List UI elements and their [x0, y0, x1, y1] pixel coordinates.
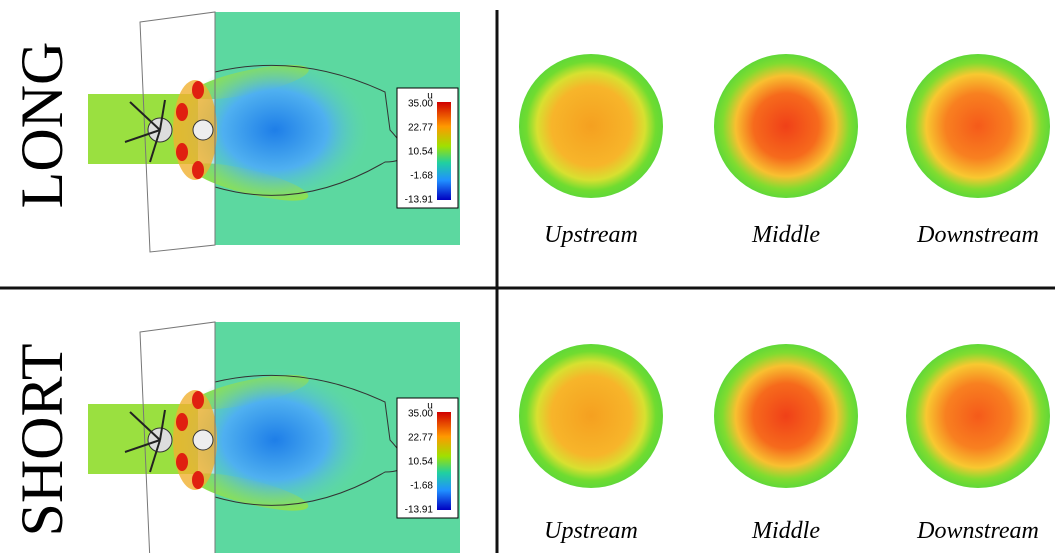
hub [193, 120, 213, 140]
section-caption: Middle [751, 518, 820, 544]
hub [193, 430, 213, 450]
colorbar-tick-label: 22.77 [408, 123, 433, 134]
figure: LONGu35.0022.7710.54-1.68-13.91UpstreamM… [0, 0, 1055, 553]
section-caption: Upstream [544, 518, 638, 544]
section-caption: Downstream [916, 518, 1039, 544]
row-label: SHORT [9, 343, 75, 536]
colorbar-scale [437, 412, 451, 510]
colorbar-tick-label: -13.91 [405, 505, 434, 516]
hot-spot [192, 391, 204, 409]
hot-spot [176, 413, 188, 431]
hot-spot [192, 161, 204, 179]
velocity-profile [906, 54, 1050, 198]
colorbar-tick-label: 22.77 [408, 433, 433, 444]
colorbar-tick-label: -1.68 [410, 171, 433, 182]
velocity-profile [519, 54, 663, 198]
colorbar-tick-label: 10.54 [408, 147, 433, 158]
colorbar-scale [437, 102, 451, 200]
section-caption: Upstream [544, 222, 638, 248]
velocity-profile [714, 54, 858, 198]
hot-spot [176, 453, 188, 471]
velocity-profile [714, 344, 858, 488]
colorbar-tick-label: 35.00 [408, 409, 433, 420]
hot-spot [176, 143, 188, 161]
colorbar-tick-label: 35.00 [408, 99, 433, 110]
velocity-profile [906, 344, 1050, 488]
hot-spot [192, 471, 204, 489]
section-caption: Downstream [916, 222, 1039, 248]
row-label: LONG [9, 42, 75, 209]
hot-spot [192, 81, 204, 99]
colorbar-tick-label: -1.68 [410, 481, 433, 492]
section-caption: Middle [751, 222, 820, 248]
colorbar-tick-label: -13.91 [405, 195, 434, 206]
velocity-profile [519, 344, 663, 488]
hot-spot [176, 103, 188, 121]
colorbar-tick-label: 10.54 [408, 457, 433, 468]
